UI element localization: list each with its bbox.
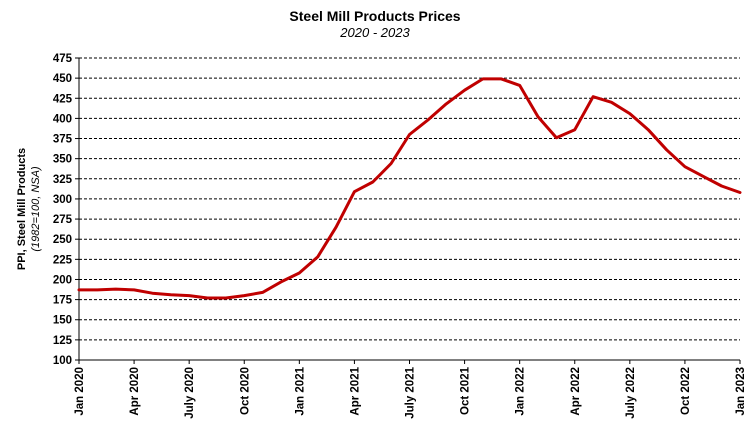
y-tick-label: 250 (53, 234, 72, 246)
y-tick-label: 300 (53, 194, 72, 206)
x-tick-label: Apr 2022 (570, 367, 582, 416)
y-axis-label-note: (1982=100, NSA) (30, 166, 42, 252)
series-line (77, 77, 742, 300)
y-axis-label: PPI, Steel Mill Products (16, 148, 28, 270)
x-tick-label: July 2020 (184, 367, 196, 419)
x-tick-label: July 2021 (405, 366, 417, 418)
y-tick-label: 225 (53, 254, 73, 266)
x-tick-label: Jan 2020 (74, 367, 86, 416)
x-tick-label: Jan 2022 (515, 367, 527, 416)
y-tick-label: 325 (53, 174, 73, 186)
y-tick-label: 175 (53, 295, 73, 307)
y-tick-label: 200 (53, 274, 72, 286)
x-tick-label: Oct 2021 (460, 366, 472, 415)
x-tick-label: Apr 2021 (349, 366, 361, 415)
chart-title: Steel Mill Products Prices (289, 8, 460, 24)
x-tick-label: Oct 2022 (680, 367, 692, 415)
y-tick-label: 450 (53, 73, 72, 85)
x-tick-label: July 2022 (625, 367, 637, 419)
y-tick-label: 150 (53, 315, 72, 327)
y-tick-label: 275 (53, 214, 73, 226)
chart-subtitle: 2020 - 2023 (339, 25, 410, 40)
y-tick-label: 375 (53, 134, 73, 146)
x-tick-label: Apr 2020 (129, 367, 141, 416)
grid-layer (79, 57, 740, 341)
x-tick-label: Jan 2021 (294, 366, 306, 415)
x-tick-label: Jan 2023 (735, 367, 747, 416)
y-tick-label: 400 (53, 113, 72, 125)
y-tick-label: 425 (53, 93, 73, 105)
y-tick-label: 125 (53, 335, 73, 347)
y-tick-label: 350 (53, 154, 72, 166)
axes (78, 58, 740, 361)
x-tick-label: Oct 2020 (239, 367, 251, 415)
x-tick-labels: Jan 2020 Apr 2020 July 2020 Oct 2020 Jan 202… (74, 360, 747, 419)
y-tick-labels: 100 125 150 175 200 225 250 275 300 325 350 375 400 4… (53, 53, 79, 367)
series-layer (77, 77, 742, 300)
y-tick-label: 100 (53, 355, 72, 367)
y-tick-label: 475 (53, 53, 73, 65)
